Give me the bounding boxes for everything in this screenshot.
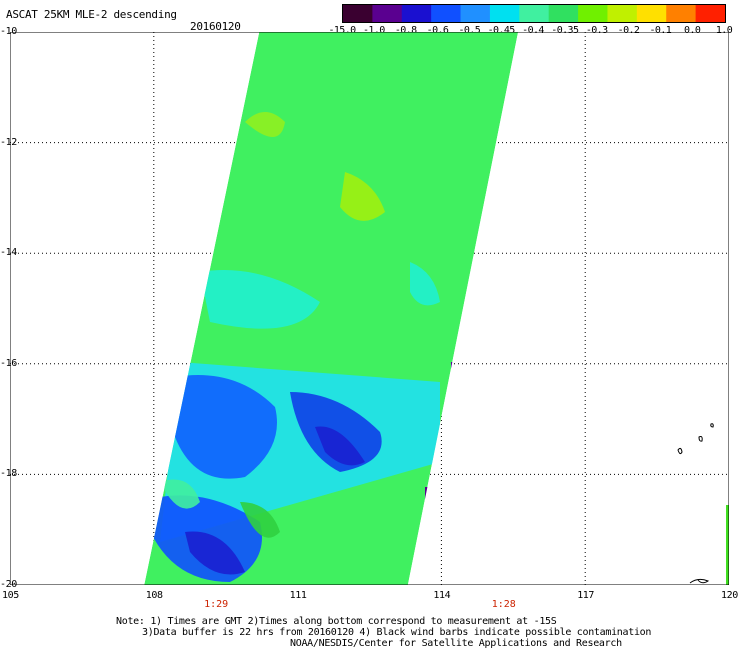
colorbar-segment — [548, 5, 579, 22]
note-line-1: Note: 1) Times are GMT 2)Times along bot… — [116, 616, 557, 627]
swath-patch — [315, 426, 365, 466]
colorbar-segment — [460, 5, 491, 22]
colorbar-segment — [372, 5, 403, 22]
colorbar-segment — [401, 5, 432, 22]
product-date: 20160120 — [190, 20, 241, 33]
colorbar-label: -0.45 — [487, 25, 516, 36]
colorbar-label: -0.6 — [426, 25, 449, 36]
map-plot — [10, 32, 729, 585]
swath-patch — [245, 112, 285, 137]
swath-patch — [240, 502, 280, 538]
colorbar-segment — [636, 5, 667, 22]
swath-patch — [340, 172, 385, 221]
lat-label: -20 — [0, 579, 17, 590]
lat-label: -10 — [0, 26, 17, 37]
lon-label: 117 — [577, 590, 595, 601]
swath-patch — [200, 270, 320, 329]
colorbar-label: 0.0 — [684, 25, 701, 36]
island-shape — [698, 436, 703, 442]
lat-label: -16 — [0, 357, 17, 369]
colorbar-label: 1.0 — [715, 25, 733, 36]
colorbar-label: -0.1 — [649, 25, 672, 36]
swath-patch — [175, 375, 277, 479]
colorbar-label: -0.4 — [522, 25, 544, 36]
lon-label: 105 — [2, 590, 19, 601]
colorbar-label: -0.2 — [617, 25, 640, 36]
lat-label: -12 — [0, 136, 17, 148]
colorbar-segment — [666, 5, 697, 22]
swath-edge-cell — [451, 362, 459, 382]
note-line-2: 3)Data buffer is 22 hrs from 20160120 4)… — [142, 627, 652, 638]
swath-edge-cell — [425, 487, 433, 507]
swath-patch — [160, 479, 200, 509]
satellite-swath — [144, 32, 519, 585]
island-shape — [689, 578, 710, 584]
colorbar-label: -0.3 — [585, 25, 608, 36]
colorbar-segment — [607, 5, 638, 22]
island-shape — [677, 447, 683, 455]
colorbar-segment — [431, 5, 462, 22]
swath-patch — [185, 531, 245, 575]
colorbar-segment — [519, 5, 550, 22]
colorbar-label: -0.8 — [394, 25, 417, 36]
lon-label: 111 — [289, 590, 307, 601]
swath-edge-cell — [434, 472, 442, 492]
note-line-3: NOAA/NESDIS/Center for Satellite Applica… — [290, 638, 622, 649]
colorbar-segment — [578, 5, 608, 22]
colorbar-label: -1.0 — [362, 25, 385, 36]
colorbar-label: -15.0 — [328, 25, 356, 36]
island-shape — [710, 423, 714, 428]
island-outlines — [677, 423, 714, 584]
lon-label: 108 — [145, 590, 163, 601]
colorbar-segment — [343, 5, 373, 22]
colorbar-labels: -15.0 -1.0 -0.8 -0.6 -0.5 -0.45 -0.4 -0.35 -0.3-… — [322, 25, 740, 37]
colorbar-segment — [695, 5, 725, 22]
swath-patch — [410, 262, 440, 306]
lon-label: 114 — [433, 590, 451, 601]
time-label: 1:28 — [491, 599, 516, 610]
colorbar-segment — [489, 5, 520, 22]
time-label: 1:29 — [204, 599, 229, 610]
colorbar-label: -0.5 — [458, 25, 481, 36]
colorbar-label: -0.35 — [551, 25, 579, 36]
edge-swath-strip — [726, 505, 729, 585]
colorbar — [342, 4, 726, 23]
product-title: ASCAT 25KM MLE-2 descending — [6, 8, 177, 21]
lat-label: -14 — [0, 247, 17, 259]
lat-label: -18 — [0, 468, 17, 480]
lon-label: 120 — [721, 590, 738, 601]
